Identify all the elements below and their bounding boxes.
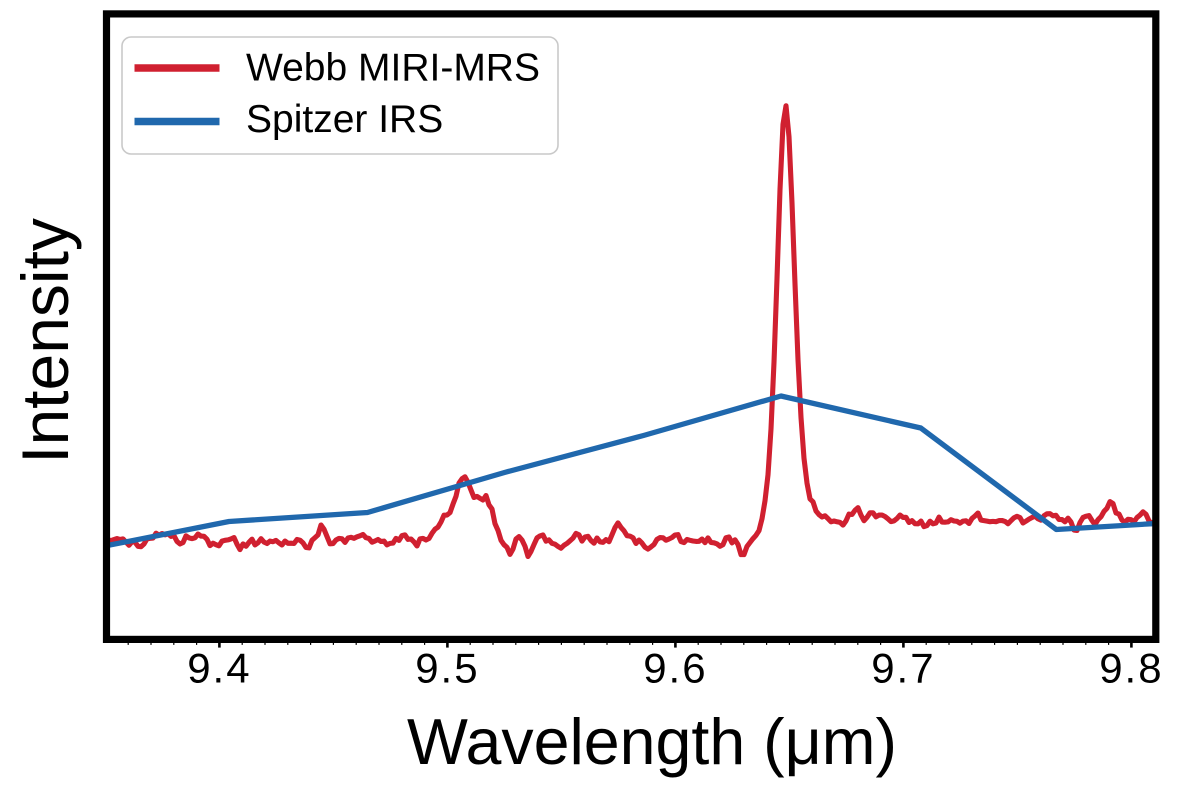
svg-text:Webb MIRI-MRS: Webb MIRI-MRS [246,47,540,90]
svg-text:9.8: 9.8 [1099,645,1163,692]
svg-text:9.5: 9.5 [415,645,479,692]
svg-text:Intensity: Intensity [8,218,82,464]
svg-text:9.6: 9.6 [643,645,707,692]
svg-text:Spitzer IRS: Spitzer IRS [246,98,443,141]
svg-text:Wavelength (μm): Wavelength (μm) [407,706,897,778]
svg-text:9.4: 9.4 [187,645,251,692]
svg-text:9.7: 9.7 [871,645,935,692]
